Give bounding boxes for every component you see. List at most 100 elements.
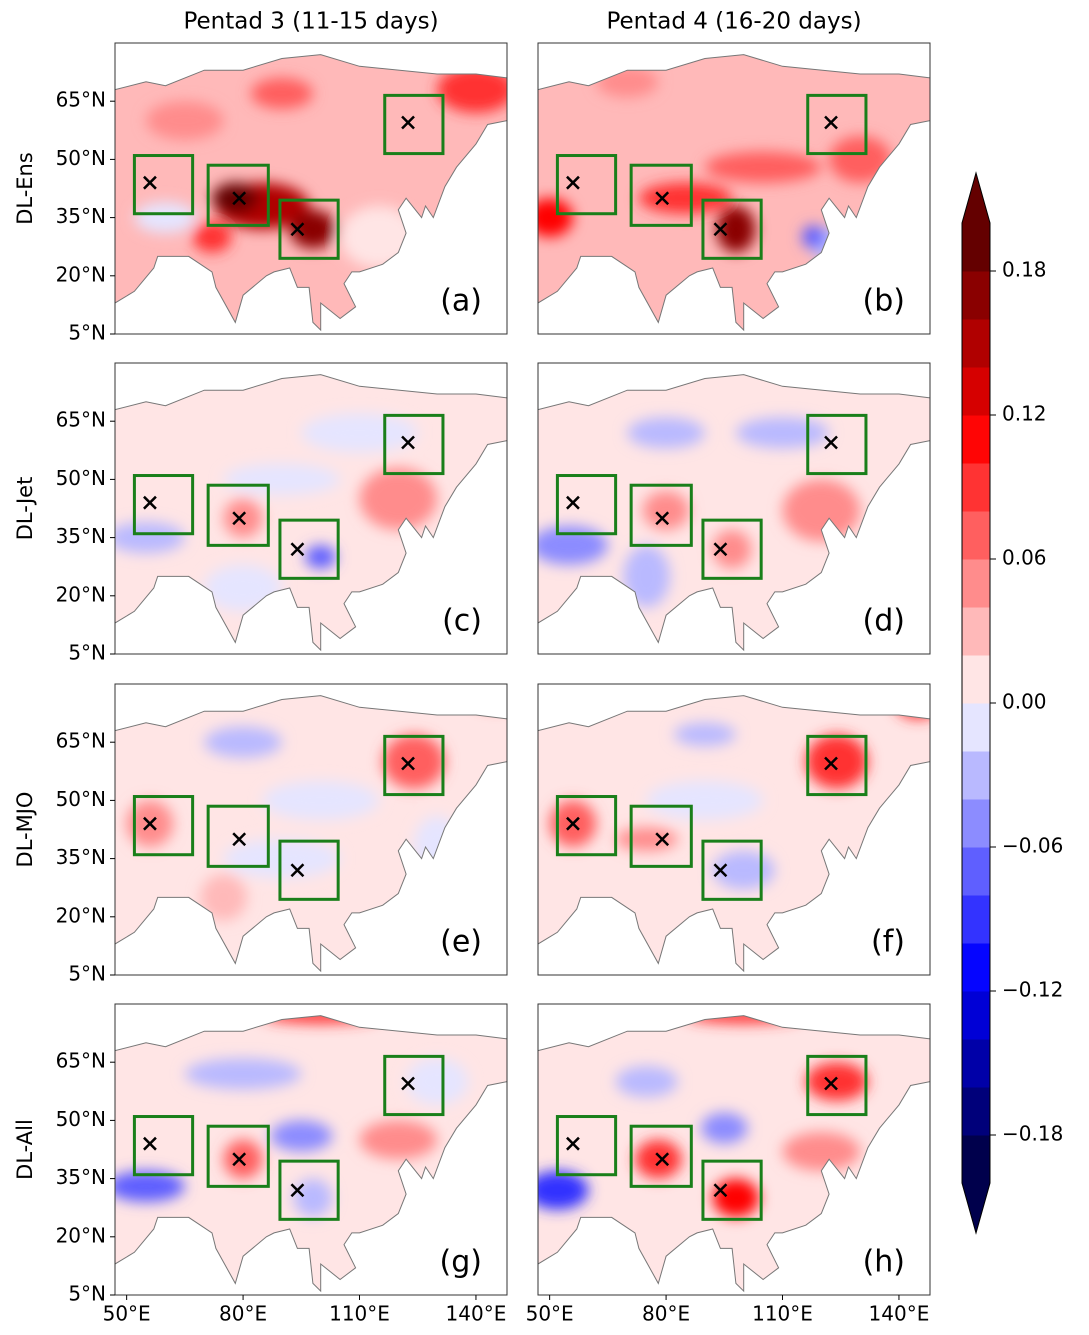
region-center xyxy=(290,863,305,878)
panel-frame xyxy=(114,1003,508,1296)
anomaly-blob xyxy=(701,1112,748,1144)
region-center xyxy=(566,816,580,831)
coastline xyxy=(115,54,507,332)
anomaly-blob xyxy=(623,545,670,608)
region-center xyxy=(401,1076,415,1091)
row-label: DL-Ens xyxy=(13,152,37,225)
anomaly-blob xyxy=(805,734,868,789)
coastline xyxy=(115,1015,507,1293)
region-center xyxy=(143,1136,157,1151)
y-tick-label: 5°N xyxy=(68,321,106,345)
region-box xyxy=(278,1159,340,1221)
region-box xyxy=(132,795,195,857)
row-label: DL-MJO xyxy=(13,792,37,868)
anomaly-blob xyxy=(359,467,438,530)
y-tick-label: 65°N xyxy=(56,729,106,753)
colorbar-segment xyxy=(962,607,990,656)
anomaly-blob xyxy=(735,417,830,449)
region-center xyxy=(824,756,838,771)
anomaly-blob xyxy=(305,545,337,569)
coastline xyxy=(538,374,930,652)
anomaly-blob xyxy=(115,1170,185,1202)
colorbar-segment xyxy=(962,703,990,752)
region-box xyxy=(383,93,445,156)
region-center xyxy=(290,1183,305,1198)
x-tick-label: 140°E xyxy=(446,1302,507,1326)
region-center xyxy=(713,222,728,237)
region-center xyxy=(401,115,415,130)
colorbar-segment xyxy=(962,751,990,800)
field-blobs xyxy=(538,417,861,608)
anomaly-blob xyxy=(289,209,337,249)
anomaly-blob xyxy=(635,1139,682,1179)
region-box xyxy=(278,839,340,901)
anomaly-blob xyxy=(782,479,861,542)
x-tick-label: 80°E xyxy=(642,1302,690,1326)
colorbar-segment xyxy=(962,895,990,944)
region-center xyxy=(232,1152,247,1167)
region-box xyxy=(701,518,763,580)
anomaly-blob xyxy=(270,1120,333,1152)
anomaly-blob xyxy=(437,66,507,113)
colorbar-frame xyxy=(961,171,991,1235)
region-box xyxy=(555,474,618,536)
colorbar-tick-label: 0.18 xyxy=(1002,258,1047,282)
region-box xyxy=(701,198,763,260)
y-tick-label: 50°N xyxy=(56,1107,106,1131)
colorbar-segment xyxy=(962,559,990,608)
row-label: DL-All xyxy=(13,1119,37,1180)
anomaly-blob xyxy=(642,491,690,530)
anomaly-blob xyxy=(262,781,379,820)
region-box xyxy=(206,1124,270,1188)
y-tick-label: 20°N xyxy=(56,262,106,286)
y-tick-label: 65°N xyxy=(56,88,106,112)
region-box xyxy=(806,734,868,797)
map-panel: (h) 50°E 80°E 110°E 140°E xyxy=(526,1003,931,1326)
y-tick-label: 5°N xyxy=(68,962,106,986)
anomaly-blob xyxy=(406,1058,469,1105)
region-box xyxy=(629,804,693,868)
x-tick-label: 110°E xyxy=(329,1302,390,1326)
anomaly-blob xyxy=(115,522,185,554)
colorbar-segment xyxy=(962,943,990,992)
region-center xyxy=(232,832,247,847)
colorbar-segment xyxy=(962,991,990,1040)
colorbar-tick-label: −0.18 xyxy=(1002,1122,1063,1146)
region-center xyxy=(824,435,838,450)
anomaly-blob xyxy=(134,202,197,234)
region-box xyxy=(206,483,270,547)
colorbar-tick-label: 0.12 xyxy=(1002,402,1047,426)
field-blobs xyxy=(115,413,438,612)
anomaly-blob xyxy=(704,151,822,183)
region-center xyxy=(655,1152,670,1167)
anomaly-blob xyxy=(712,1178,760,1218)
region-box xyxy=(383,413,445,476)
anomaly-blob xyxy=(204,564,282,612)
region-box xyxy=(629,163,693,227)
anomaly-blob xyxy=(782,1132,861,1171)
region-center xyxy=(566,1136,580,1151)
colorbar-extend xyxy=(962,1183,990,1233)
region-center xyxy=(655,511,670,526)
colorbar-tick-label: −0.12 xyxy=(1002,978,1063,1002)
anomaly-blob xyxy=(223,1139,263,1179)
y-tick-label: 5°N xyxy=(68,1282,106,1306)
anomaly-blob xyxy=(829,136,892,183)
colorbar-segment xyxy=(962,511,990,560)
panel-frame xyxy=(537,362,931,655)
map-panel: (c) 5°N 20°N 35°N 50°N 65°N DL-Jet xyxy=(13,362,508,665)
anomaly-blob xyxy=(146,101,224,140)
row-label: DL-Jet xyxy=(13,477,37,541)
region-center xyxy=(401,756,415,771)
anomaly-blob xyxy=(538,1170,589,1210)
anomaly-blob xyxy=(204,726,282,758)
coastline xyxy=(538,1015,930,1293)
colorbar-tick-label: 0.00 xyxy=(1002,690,1047,714)
field-blobs xyxy=(134,66,507,269)
region-center xyxy=(655,191,670,206)
region-center xyxy=(232,191,247,206)
region-box xyxy=(629,483,693,547)
region-box xyxy=(629,1124,693,1188)
colorbar-extend xyxy=(962,173,990,223)
